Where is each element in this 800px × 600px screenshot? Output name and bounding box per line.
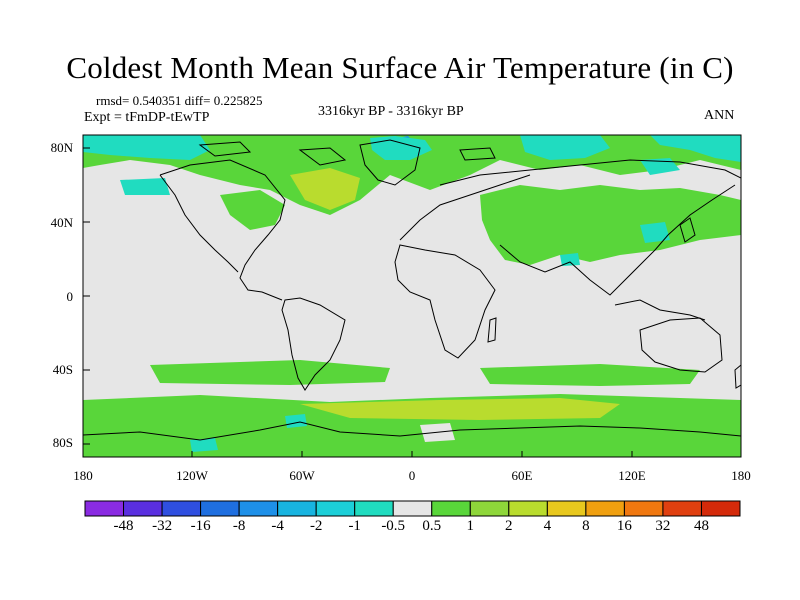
lat-label-40n: 40N <box>50 215 73 230</box>
antarctic-cyan-patch <box>190 438 218 452</box>
southern-ocean-green-band <box>150 360 390 385</box>
coastlines <box>83 139 741 441</box>
colorbar-swatch <box>623 500 664 517</box>
arctic-yellowgreen-region <box>290 168 360 210</box>
arctic-islands <box>198 141 496 166</box>
antarctic-cyan-patch <box>285 414 307 428</box>
north-america-coast <box>159 174 239 273</box>
colorbar-swatch <box>238 500 279 517</box>
north-america-green-region <box>220 190 285 230</box>
colorbar-label: -16 <box>190 518 211 534</box>
lon-label-180e: 180 <box>731 468 751 483</box>
colorbar-label: -8 <box>232 518 246 534</box>
australia-coast <box>639 317 723 373</box>
colorbar-swatch <box>277 500 317 517</box>
madagascar-coast <box>487 317 497 343</box>
asia-cyan-patch <box>640 222 670 243</box>
europe-coast <box>399 174 531 241</box>
colorbar-label: 16 <box>616 518 632 534</box>
colorbar-label: -4 <box>271 518 284 534</box>
colorbar-swatch <box>84 500 125 517</box>
colorbar-swatch <box>700 500 741 517</box>
colorbar-label: 32 <box>655 518 671 534</box>
africa-coast <box>394 244 496 359</box>
colorbar-label: 2 <box>505 518 513 534</box>
asia-coast <box>499 184 736 296</box>
colorbar-label: 1 <box>466 518 475 534</box>
lon-label-0: 0 <box>408 468 416 483</box>
experiment-label: Expt = tFmDP-tEwTP <box>84 110 210 125</box>
asia-cyan-patch <box>560 253 580 266</box>
asia-coast <box>439 159 741 186</box>
colorbar-swatch <box>315 500 356 517</box>
new-zealand-coast <box>734 364 741 389</box>
season-label: ANN <box>704 108 735 123</box>
chart-title: Coldest Month Mean Surface Air Temperatu… <box>66 50 734 85</box>
colorbar-swatch <box>662 500 702 517</box>
colorbar-label: 48 <box>694 518 709 534</box>
antarctic-yellowgreen-band <box>300 398 620 420</box>
cyan-patch <box>120 178 170 195</box>
colorbar-label: -1 <box>348 518 361 534</box>
lat-label-40s: 40S <box>52 362 73 377</box>
lon-label-180w: 180 <box>73 468 93 483</box>
arctic-cyan-region <box>83 135 210 160</box>
colorbar-swatch <box>200 500 240 517</box>
lat-label-80n: 80N <box>50 140 73 155</box>
eurasia-green-region <box>480 185 741 265</box>
south-america-coast <box>281 297 346 391</box>
lon-label-120w: 120W <box>176 468 208 483</box>
colorbar-label: -32 <box>152 518 173 534</box>
lat-label-80s: 80S <box>52 435 73 450</box>
colorbar-label: 0.5 <box>422 518 442 534</box>
cyan-patch <box>640 158 680 175</box>
lat-label-0: 0 <box>66 289 74 304</box>
antarctica-coast <box>83 421 741 441</box>
indonesia-coast <box>614 299 706 321</box>
arctic-cyan-region <box>520 135 610 160</box>
greenland-cyan-region <box>370 136 432 160</box>
colorbar-swatch <box>392 500 433 517</box>
colorbar-swatch <box>354 500 394 517</box>
north-america-coast <box>159 159 286 301</box>
arctic-cyan-region <box>650 135 741 162</box>
lat-ticks <box>83 147 90 445</box>
colorbar-label: 8 <box>582 518 590 534</box>
colorbar-label: -48 <box>113 518 134 534</box>
stats-text: rmsd= 0.540351 diff= 0.225825 <box>96 93 263 108</box>
colorbar-swatch <box>585 500 625 517</box>
lon-label-120e: 120E <box>618 468 646 483</box>
colorbar-swatch <box>508 500 548 517</box>
colorbar-swatch <box>431 500 471 517</box>
colorbar-swatch <box>546 500 587 517</box>
period-label: 3316kyr BP - 3316kyr BP <box>318 104 464 119</box>
southern-ocean-green-band <box>480 364 700 386</box>
colorbar-swatch <box>469 500 510 517</box>
greenland-coast <box>359 139 421 186</box>
colorbar-swatch <box>123 500 163 517</box>
lon-label-60w: 60W <box>289 468 315 483</box>
colorbar-label: -2 <box>309 518 323 534</box>
colorbar <box>84 500 741 517</box>
colorbar-label: 4 <box>543 518 552 534</box>
colorbar-label: -0.5 <box>381 518 406 534</box>
colorbar-swatch <box>161 500 202 517</box>
japan-coast <box>679 217 696 243</box>
lon-label-60e: 60E <box>511 468 533 483</box>
lon-ticks <box>191 451 633 457</box>
